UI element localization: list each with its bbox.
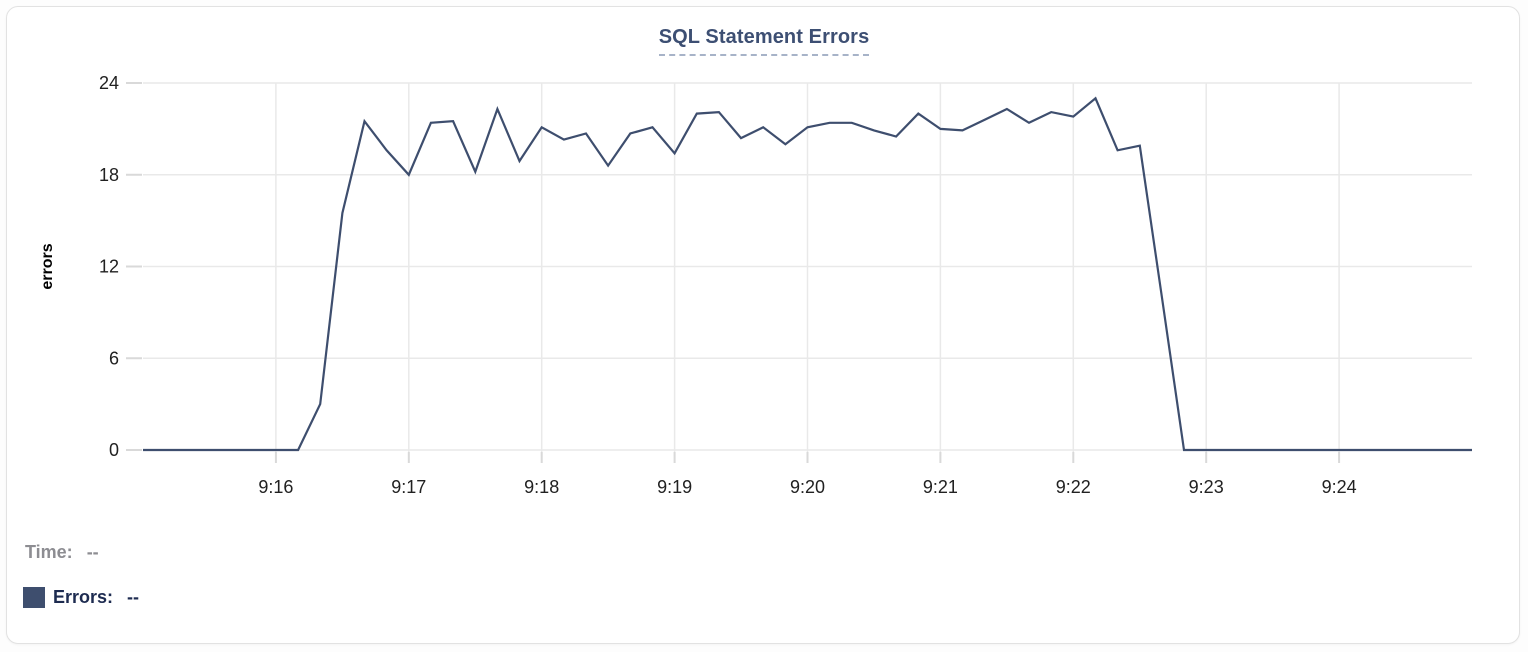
errors-label: Errors:: [53, 587, 114, 607]
x-tick-label: 9:22: [1056, 477, 1091, 497]
errors-series-swatch: [23, 587, 45, 608]
y-axis-title: errors: [39, 243, 56, 289]
x-tick-label: 9:19: [657, 477, 692, 497]
x-tick-label: 9:24: [1322, 477, 1357, 497]
x-gridlines: 9:16 9:17 9:18 9:19 9:20 9:21 9:22 9:23 9:24: [258, 83, 1357, 497]
time-label: Time:: [25, 542, 73, 562]
x-tick-label: 9:18: [524, 477, 559, 497]
x-tick-label: 9:23: [1189, 477, 1224, 497]
x-tick-label: 9:16: [258, 477, 293, 497]
legend-errors-row[interactable]: Errors: --: [23, 587, 139, 608]
errors-line-chart[interactable]: 0 6 12 18 24 9:16 9:17 9:18 9:19 9:20 9:21 9:22 9:23…: [0, 0, 1528, 505]
errors-series-line: [143, 96, 1472, 452]
chart-card: [6, 6, 1520, 644]
errors-value: --: [127, 587, 140, 607]
y-tick-label: 6: [109, 348, 119, 368]
y-gridlines: 0 6 12 18 24: [99, 73, 1472, 460]
time-value: --: [86, 542, 99, 562]
y-tick-label: 12: [99, 257, 119, 277]
x-tick-label: 9:17: [391, 477, 426, 497]
chart-title[interactable]: SQL Statement Errors: [658, 26, 870, 56]
y-tick-label: 0: [109, 440, 119, 460]
x-tick-label: 9:20: [790, 477, 825, 497]
x-tick-label: 9:21: [923, 477, 958, 497]
y-tick-label: 18: [99, 165, 119, 185]
tooltip-time-row: Time: --: [25, 542, 99, 563]
y-tick-label: 24: [99, 73, 119, 93]
chart-title-row: SQL Statement Errors: [0, 26, 1528, 56]
